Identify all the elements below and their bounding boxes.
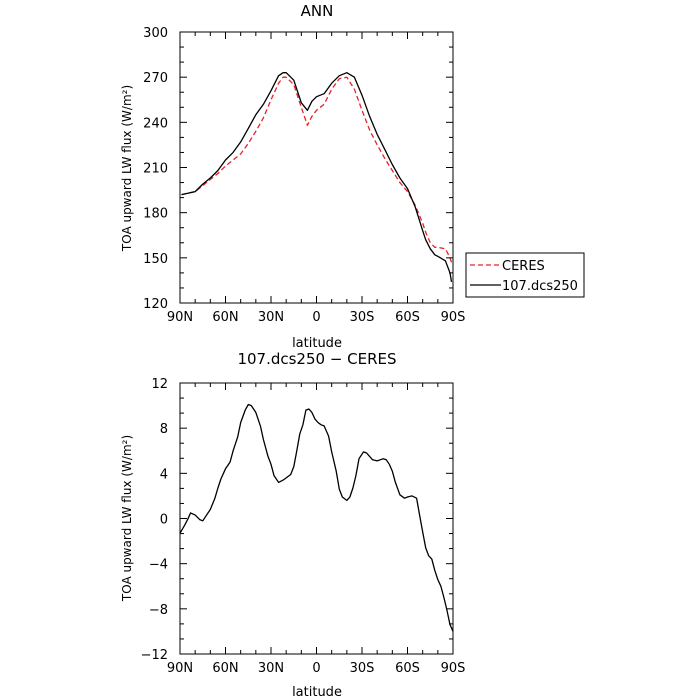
bottom-x-tick-label: 90S xyxy=(441,661,466,676)
bottom-y-tick-label: 4 xyxy=(160,467,168,482)
top-x-tick-label: 30S xyxy=(350,310,375,325)
top-x-tick-label: 90S xyxy=(441,310,466,325)
top-y-tick-label: 150 xyxy=(143,252,168,267)
top-x-axis-label: latitude xyxy=(292,336,342,351)
bottom-y-axis-label: TOA upward LW flux (W/m²) xyxy=(120,435,134,602)
top-series-line-ceres xyxy=(181,76,453,263)
top-series-layer xyxy=(181,72,453,283)
legend: CERES 107.dcs250 xyxy=(465,252,585,298)
bottom-panel-title: 107.dcs250 − CERES xyxy=(237,350,396,368)
top-y-axis-label: TOA upward LW flux (W/m²) xyxy=(120,85,134,252)
bottom-series-line-difference xyxy=(179,403,454,632)
top-x-tick-label: 60S xyxy=(395,310,420,325)
bottom-x-tick-label: 60N xyxy=(212,661,238,676)
bottom-y-tick-label: −12 xyxy=(141,648,168,663)
top-y-tick-label: 270 xyxy=(143,71,168,86)
top-x-tick-label: 90N xyxy=(167,310,193,325)
legend-box xyxy=(465,252,585,298)
bottom-y-tick-label: 12 xyxy=(151,377,168,392)
bottom-y-tick-label: 8 xyxy=(160,422,168,437)
top-y-tick-label: 120 xyxy=(143,297,168,312)
bottom-y-tick-label: −4 xyxy=(149,558,168,573)
top-panel-title: ANN xyxy=(301,2,334,20)
bottom-x-tick-label: 90N xyxy=(167,661,193,676)
bottom-x-axis-label: latitude xyxy=(292,685,342,700)
legend-label-ceres: CERES xyxy=(502,259,545,274)
bottom-y-tick-label: 0 xyxy=(160,513,168,528)
bottom-x-tick-label: 0 xyxy=(312,661,320,676)
bottom-x-tick-label: 60S xyxy=(395,661,420,676)
bottom-plot-frame xyxy=(179,382,454,655)
bottom-panel: 107.dcs250 − CERES 90N 60N 30N 0 30S 60S 90S −1… xyxy=(120,350,465,700)
top-y-tick-label: 210 xyxy=(143,162,168,177)
top-x-tick-label: 60N xyxy=(212,310,238,325)
top-panel: ANN 90N 60N 30N 0 30S 60S 90S 120 150 180 210 240 27… xyxy=(120,2,585,351)
legend-label-model: 107.dcs250 xyxy=(502,279,578,294)
top-y-tick-label: 180 xyxy=(143,207,168,222)
top-y-tick-label: 300 xyxy=(143,26,168,41)
bottom-x-tick-label: 30S xyxy=(350,661,375,676)
top-y-tick-label: 240 xyxy=(143,116,168,131)
bottom-series-layer xyxy=(179,403,454,632)
bottom-x-tick-label: 30N xyxy=(258,661,284,676)
bottom-y-tick-label: −8 xyxy=(149,603,168,618)
top-series-line-107-dcs250 xyxy=(181,72,453,283)
top-plot-frame xyxy=(179,31,454,304)
top-x-tick-label: 30N xyxy=(258,310,284,325)
top-x-tick-label: 0 xyxy=(312,310,320,325)
